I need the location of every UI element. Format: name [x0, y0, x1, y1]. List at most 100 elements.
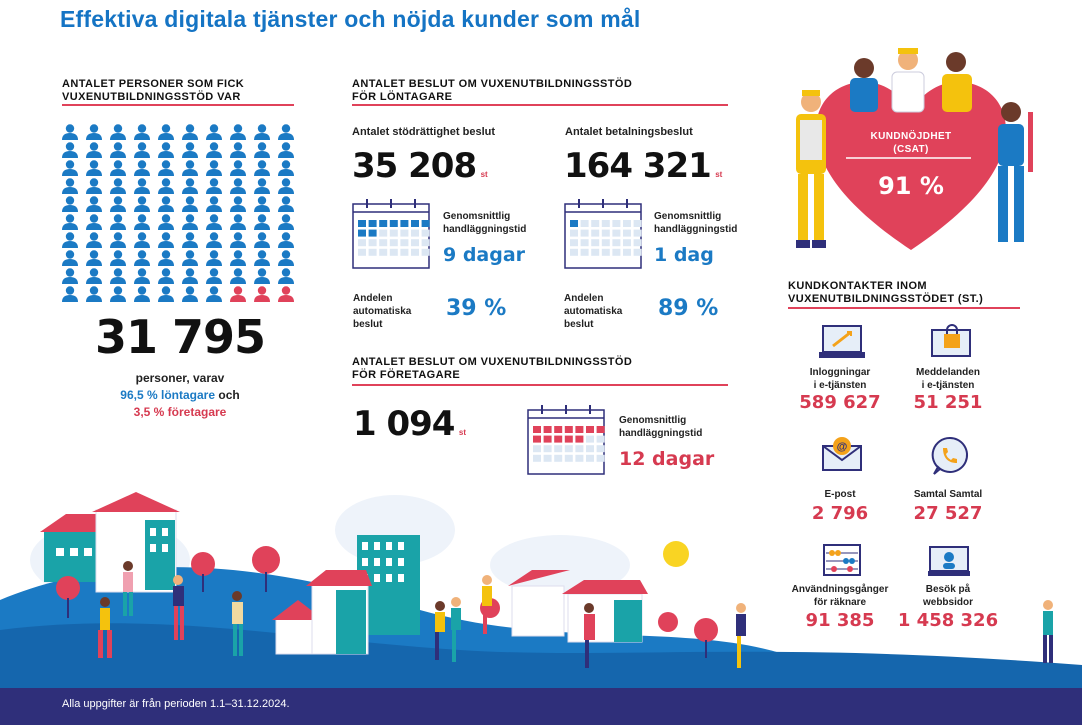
person-icon-employee [110, 178, 126, 194]
person-icon-employee [182, 286, 198, 302]
person-icon-employee [254, 250, 270, 266]
people-share-employee: 96,5 % löntagare och [120, 388, 240, 402]
calendar-ring [366, 199, 368, 208]
calendar-day-empty [411, 239, 419, 247]
person-icon-employee [278, 250, 294, 266]
person-icon-employee [254, 124, 270, 140]
person-icon-employee [62, 250, 78, 266]
calendar-day-empty [543, 454, 552, 462]
person-icon-entrepreneur [254, 286, 270, 302]
calendar-day-empty [586, 435, 594, 443]
calendar-day-empty [580, 248, 589, 256]
calendar-day-empty [596, 435, 605, 443]
person-icon-employee [86, 268, 102, 284]
person-icon-employee [206, 142, 222, 158]
person-icon-employee [134, 196, 150, 212]
calendar-day-empty [591, 220, 600, 227]
employee-decisions-heading: ANTALET BESLUT OM VUXENUTBILDNINGSSTÖD F… [352, 78, 633, 103]
person-icon-employee [230, 268, 246, 284]
calendar-day-empty [612, 220, 621, 227]
payment-value: 164 321 [564, 146, 712, 186]
person-icon-employee [62, 214, 78, 230]
person-icon-employee [206, 196, 222, 212]
calendar-day-empty [601, 220, 610, 227]
calendar-day-empty [358, 239, 366, 247]
entitlement-time-value: 9 dagar [443, 244, 526, 266]
person-icon-employee [110, 142, 126, 158]
entrepreneur-value-group: 1 094 st [353, 404, 466, 444]
calendar-day-empty [421, 248, 430, 256]
person-icon-employee [182, 214, 198, 230]
email-icon: @ [822, 437, 862, 471]
calendar-day-empty [575, 454, 584, 462]
house-1 [40, 492, 180, 593]
person-icon-employee [230, 160, 246, 176]
entitlement-time-label: Genomsnittlig handläggningstid [443, 211, 527, 235]
csat-illustration [796, 48, 1033, 250]
contact-email-label: E-post [824, 489, 856, 500]
calendar-day-empty [591, 229, 600, 237]
sun-icon [663, 541, 689, 567]
person-icon-employee [158, 250, 174, 266]
person-icon-employee [86, 196, 102, 212]
payment-auto-value: 89 % [658, 296, 719, 321]
contact-login-value: 589 627 [799, 392, 881, 413]
calendar-day-filled [575, 426, 584, 433]
person-icon-employee [62, 286, 78, 302]
calendar-day-empty [623, 248, 631, 256]
svg-text:@: @ [837, 441, 848, 453]
calendar-day-empty [570, 229, 578, 237]
calendar-day-filled [554, 435, 563, 443]
calendar-day-empty [411, 229, 419, 237]
person-icon-employee [158, 268, 174, 284]
contact-messages-label: Meddelanden i e-tjänsten [916, 367, 980, 391]
person-icon-employee [182, 250, 198, 266]
person-icon-employee [278, 232, 294, 248]
laptop-login-icon [819, 325, 865, 358]
calendar-day-empty [368, 248, 377, 256]
calendar-day-empty [543, 445, 552, 453]
person-icon-employee [110, 250, 126, 266]
calendar-day-empty [586, 445, 594, 453]
person-icon-employee [206, 250, 222, 266]
calendar-day-empty [421, 229, 430, 237]
calendar-day-empty [533, 454, 541, 462]
calendar-day-empty [400, 248, 409, 256]
calendar-day-filled [564, 435, 573, 443]
calendar-day-empty [389, 239, 398, 247]
contact-website-label: Besök på webbsidor [922, 584, 973, 608]
calendar-day-filled [358, 229, 366, 237]
calendar-day-empty [601, 248, 610, 256]
person-icon-employee [158, 286, 174, 302]
entitlement-label: Antalet stödrättighet beslut [352, 126, 496, 138]
entitlement-auto-value: 39 % [446, 296, 507, 321]
calendar-ring [626, 199, 628, 208]
calendar-day-empty [601, 229, 610, 237]
contact-messages-value: 51 251 [913, 392, 983, 413]
person-icon-employee [86, 250, 102, 266]
person-icon-employee [110, 160, 126, 176]
person-icon-employee [182, 268, 198, 284]
calendar-day-empty [400, 239, 409, 247]
calendar-day-empty [633, 248, 642, 256]
person-icon-employee [158, 196, 174, 212]
person-icon-employee [230, 232, 246, 248]
heart-shape [816, 82, 1006, 250]
message-lock-icon [931, 324, 971, 357]
calendar-day-filled [389, 220, 398, 227]
contact-calls-label: Samtal Samtal [913, 489, 983, 500]
person-icon-employee [230, 142, 246, 158]
person-icon-employee [278, 142, 294, 158]
house-2 [272, 570, 372, 655]
entitlement-value-group: 35 208 st [352, 146, 488, 186]
person-icon-employee [134, 268, 150, 284]
website-visit-icon [928, 546, 970, 576]
person-icon-employee [254, 232, 270, 248]
person-icon-employee [206, 214, 222, 230]
calendar-day-filled [564, 426, 573, 433]
calendar-day-empty [633, 220, 642, 227]
entrepreneur-time-value: 12 dagar [619, 448, 715, 470]
contacts-heading: KUNDKONTAKTER INOM VUXENUTBILDNINGSSTÖDE… [788, 280, 984, 305]
calendar-day-filled [368, 220, 377, 227]
calendar-day-filled [596, 426, 605, 433]
